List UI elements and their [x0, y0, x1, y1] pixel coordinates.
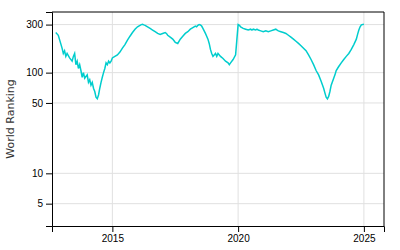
grid-line-x: [363, 12, 364, 226]
y-axis: 5 10 50 100 300: [26, 13, 52, 227]
tick-label: 300: [26, 19, 43, 30]
axis-line: [46, 13, 53, 227]
chart: 2015 2020 2025 5 10 50 100 300 World Ranking: [0, 0, 400, 250]
marks: [56, 24, 364, 98]
tick-label: 2025: [353, 233, 376, 244]
tick-mark: [46, 73, 52, 74]
y-tick: 100: [26, 67, 52, 78]
plot-frame: [52, 12, 384, 226]
grid-line-x: [112, 12, 113, 226]
x-axis: 2015 2020 2025: [53, 226, 385, 244]
grid: [52, 12, 384, 226]
x-tick: 2020: [227, 226, 250, 244]
tick-label: 10: [32, 168, 44, 179]
tick-label: 2015: [102, 233, 125, 244]
grid-line-y: [52, 72, 384, 73]
axis-line: [53, 227, 385, 233]
line: [56, 24, 364, 98]
grid-line-y: [52, 24, 384, 25]
tick-mark: [112, 226, 113, 232]
tick-label: 50: [32, 98, 44, 109]
tick-mark: [46, 204, 52, 205]
frame-right: [384, 12, 385, 226]
y-tick: 10: [32, 168, 52, 179]
y-tick: 5: [37, 198, 52, 209]
x-tick: 2025: [353, 226, 376, 244]
x-tick: 2015: [102, 226, 125, 244]
grid-line-y: [52, 203, 384, 204]
tick-mark: [46, 103, 52, 104]
tick-mark: [238, 226, 239, 232]
tick-mark: [364, 226, 365, 232]
y-tick: 300: [26, 19, 52, 30]
tick-label: 100: [26, 67, 43, 78]
plot: 2015 2020 2025 5 10 50 100 300: [26, 12, 384, 244]
tick-mark: [46, 25, 52, 26]
y-tick: 50: [32, 98, 52, 109]
tick-mark: [46, 173, 52, 174]
grid-line-y: [52, 173, 384, 174]
y-axis-title: World Ranking: [4, 79, 17, 159]
grid-line-x: [238, 12, 239, 226]
tick-label: 2020: [227, 233, 250, 244]
frame-top: [52, 12, 384, 13]
tick-label: 5: [37, 198, 43, 209]
grid-line-y: [52, 102, 384, 103]
